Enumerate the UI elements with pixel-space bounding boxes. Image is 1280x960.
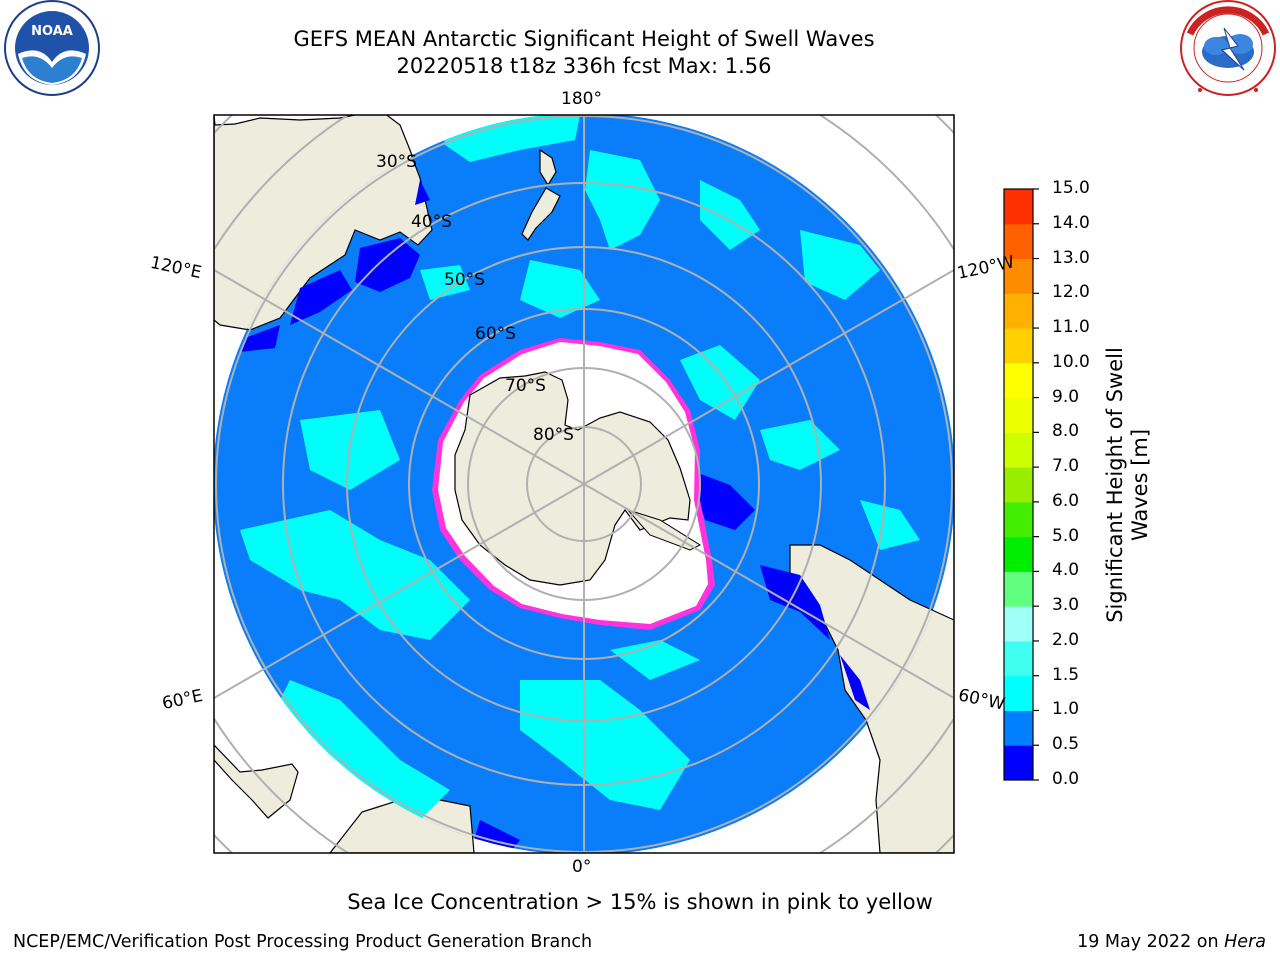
- colorbar-segment: [1004, 640, 1033, 677]
- colorbar-tick-label: 4.0: [1052, 560, 1080, 581]
- colorbar-tick-label: 12.0: [1052, 282, 1090, 303]
- colorbar-border: [1003, 188, 1034, 781]
- nws-logo: [1180, 0, 1276, 96]
- colorbar-label-line1: Significant Height of Swell: [1103, 347, 1127, 623]
- colorbar-tick-label: 13.0: [1052, 247, 1090, 268]
- lat-label-80s: 80°S: [533, 425, 574, 445]
- colorbar-tick-label: 11.0: [1052, 317, 1090, 338]
- colorbar-segment: [1004, 536, 1033, 572]
- footer-date: 19 May 2022 on Hera: [1077, 932, 1266, 952]
- colorbar-tick-label: 0.5: [1052, 734, 1080, 755]
- lat-label-50s: 50°S: [444, 270, 485, 290]
- colorbar-segment: [1004, 397, 1033, 433]
- graticule: [214, 115, 954, 853]
- colorbar-tick-label: 3.0: [1052, 595, 1080, 616]
- chart-subtitle-forecast: 20220518 t18z 336h fcst Max: 1.56: [396, 54, 772, 78]
- colorbar-segment: [1004, 606, 1033, 642]
- footer-branch: NCEP/EMC/Verification Post Processing Pr…: [13, 932, 593, 952]
- colorbar-tick-label: 14.0: [1052, 212, 1090, 233]
- colorbar-tick-label: 0.0: [1052, 769, 1080, 789]
- map-border: [213, 114, 955, 854]
- colorbar-segment: [1004, 223, 1033, 260]
- colorbar-segment: [1004, 189, 1033, 225]
- colorbar-tick-label: 1.0: [1052, 699, 1080, 720]
- lat-label-30s: 30°S: [376, 152, 417, 172]
- colorbar-segment: [1004, 362, 1033, 399]
- colorbar-segment: [1004, 745, 1033, 781]
- colorbar-tick-label: 7.0: [1052, 456, 1080, 477]
- colorbar-segment: [1004, 571, 1033, 607]
- colorbar-tick-label: 9.0: [1052, 386, 1080, 407]
- colorbar-segment: [1004, 432, 1033, 468]
- colorbar-segment: [1004, 328, 1033, 364]
- footer-machine: Hera: [1224, 932, 1266, 952]
- colorbar-tick-label: 1.5: [1052, 664, 1080, 685]
- noaa-logo: NOAA: [4, 0, 100, 96]
- lon-label-0: 0°: [572, 857, 592, 877]
- colorbar-segment: [1004, 675, 1033, 711]
- lat-label-70s: 70°S: [505, 376, 546, 396]
- colorbar-segment: [1004, 501, 1033, 538]
- colorbar-tick-label: 5.0: [1052, 525, 1080, 546]
- colorbar-tick-label: 10.0: [1052, 351, 1090, 372]
- lat-label-60s: 60°S: [475, 324, 516, 344]
- sea-ice-note: Sea Ice Concentration > 15% is shown in …: [347, 890, 933, 914]
- moderate-swell-patches: [240, 115, 920, 820]
- colorbar-label-line2: Waves [m]: [1128, 428, 1152, 542]
- colorbar-tick-label: 6.0: [1052, 490, 1080, 511]
- colorbar-segment: [1004, 710, 1033, 746]
- colorbar-segment: [1004, 293, 1033, 329]
- colorbar: [1004, 189, 1033, 781]
- colorbar-tick-label: 2.0: [1052, 629, 1080, 650]
- lon-label-180: 180°: [561, 89, 602, 109]
- colorbar-label: Significant Height of Swell Waves [m]: [1103, 347, 1153, 623]
- footer-date-text: 19 May 2022 on: [1077, 932, 1225, 952]
- colorbar-segment: [1004, 258, 1033, 294]
- low-swell-patches: [240, 180, 870, 853]
- noaa-logo-text: NOAA: [31, 24, 73, 39]
- lat-label-40s: 40°S: [411, 212, 452, 232]
- colorbar-segment: [1004, 467, 1033, 503]
- colorbar-tick-label: 15.0: [1052, 178, 1090, 198]
- chart-title: GEFS MEAN Antarctic Significant Height o…: [293, 27, 875, 51]
- colorbar-tick-label: 8.0: [1052, 421, 1080, 442]
